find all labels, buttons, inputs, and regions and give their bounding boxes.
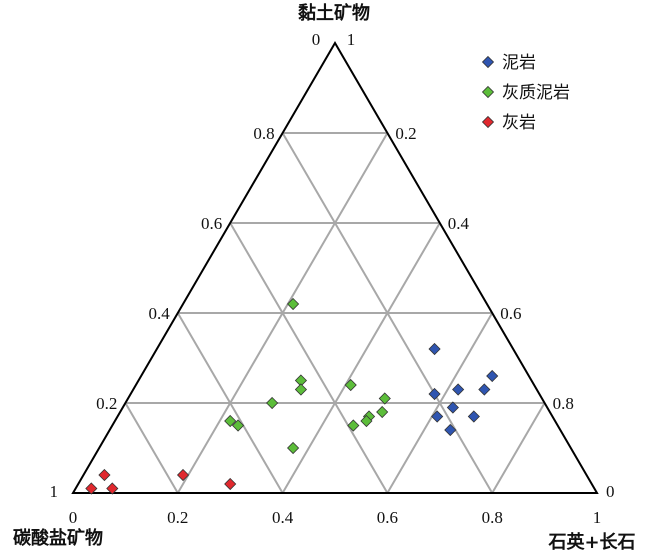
data-point bbox=[224, 477, 237, 491]
bottom-axis-ticks: 0 0.2 0.4 0.6 0.8 1 bbox=[69, 508, 602, 527]
data-point bbox=[344, 378, 357, 392]
left-tick-label: 0.2 bbox=[96, 394, 117, 413]
data-point bbox=[347, 419, 360, 432]
right-axis-label: 石英+长石 bbox=[547, 531, 635, 553]
legend-label: 泥岩 bbox=[502, 53, 536, 73]
data-point bbox=[486, 369, 499, 383]
bottom-tick-label: 0 bbox=[69, 508, 78, 527]
data-point bbox=[428, 387, 441, 401]
corner-tick-right: 0 bbox=[606, 482, 615, 501]
grid-line-quartz bbox=[281, 222, 441, 494]
data-point bbox=[98, 468, 111, 482]
left-edge-ticks: 0.2 0.4 0.6 0.8 bbox=[96, 124, 274, 413]
legend-label: 灰岩 bbox=[502, 113, 536, 133]
data-point bbox=[294, 383, 308, 396]
left-tick-label: 0.8 bbox=[253, 124, 274, 143]
legend-label: 灰质泥岩 bbox=[502, 83, 570, 103]
grid-line-carbonate bbox=[229, 222, 389, 494]
right-tick-label: 0.8 bbox=[553, 394, 574, 413]
corner-tick-top-left: 0 bbox=[312, 30, 321, 49]
legend-marker bbox=[481, 55, 495, 69]
bottom-tick-label: 0.2 bbox=[167, 508, 188, 527]
right-tick-label: 0.4 bbox=[448, 214, 470, 233]
bottom-tick-label: 0.4 bbox=[272, 508, 294, 527]
data-point bbox=[85, 482, 98, 495]
corner-tick-top-right: 1 bbox=[347, 30, 356, 49]
bottom-tick-label: 0.8 bbox=[482, 508, 503, 527]
data-point bbox=[224, 414, 237, 428]
bottom-tick-label: 0.6 bbox=[377, 508, 398, 527]
right-tick-label: 0.2 bbox=[395, 124, 416, 143]
data-point bbox=[378, 392, 391, 405]
triangle-frame bbox=[71, 41, 599, 494]
data-point bbox=[106, 482, 119, 495]
corner-tick-left: 1 bbox=[50, 482, 59, 501]
data-point bbox=[431, 410, 444, 423]
left-axis-label: 碳酸盐矿物 bbox=[13, 527, 103, 549]
bottom-tick-label: 1 bbox=[593, 508, 602, 527]
data-point bbox=[176, 468, 190, 482]
data-point bbox=[360, 414, 373, 428]
right-tick-label: 0.6 bbox=[500, 304, 521, 323]
right-edge-ticks: 0.8 0.6 0.4 0.2 bbox=[395, 124, 573, 413]
legend-marker bbox=[481, 115, 495, 129]
data-point bbox=[478, 383, 491, 396]
data-point bbox=[467, 410, 480, 423]
data-point bbox=[428, 342, 441, 356]
grid-line-carbonate bbox=[124, 402, 179, 494]
grid-lines bbox=[124, 132, 546, 494]
data-point bbox=[231, 419, 245, 432]
grid-line-quartz bbox=[491, 402, 546, 494]
data-point bbox=[452, 383, 465, 396]
data-points bbox=[85, 297, 499, 495]
data-point bbox=[287, 297, 300, 311]
left-tick-label: 0.4 bbox=[149, 304, 171, 323]
data-point bbox=[266, 396, 279, 410]
data-point bbox=[287, 441, 300, 455]
top-axis-label: 黏土矿物 bbox=[298, 2, 370, 24]
grid-line-quartz bbox=[386, 312, 494, 494]
data-point bbox=[444, 423, 457, 437]
left-tick-label: 0.6 bbox=[201, 214, 222, 233]
grid-line-carbonate bbox=[176, 312, 284, 494]
data-point bbox=[376, 405, 389, 419]
legend-marker bbox=[481, 85, 495, 99]
data-point bbox=[446, 401, 459, 414]
